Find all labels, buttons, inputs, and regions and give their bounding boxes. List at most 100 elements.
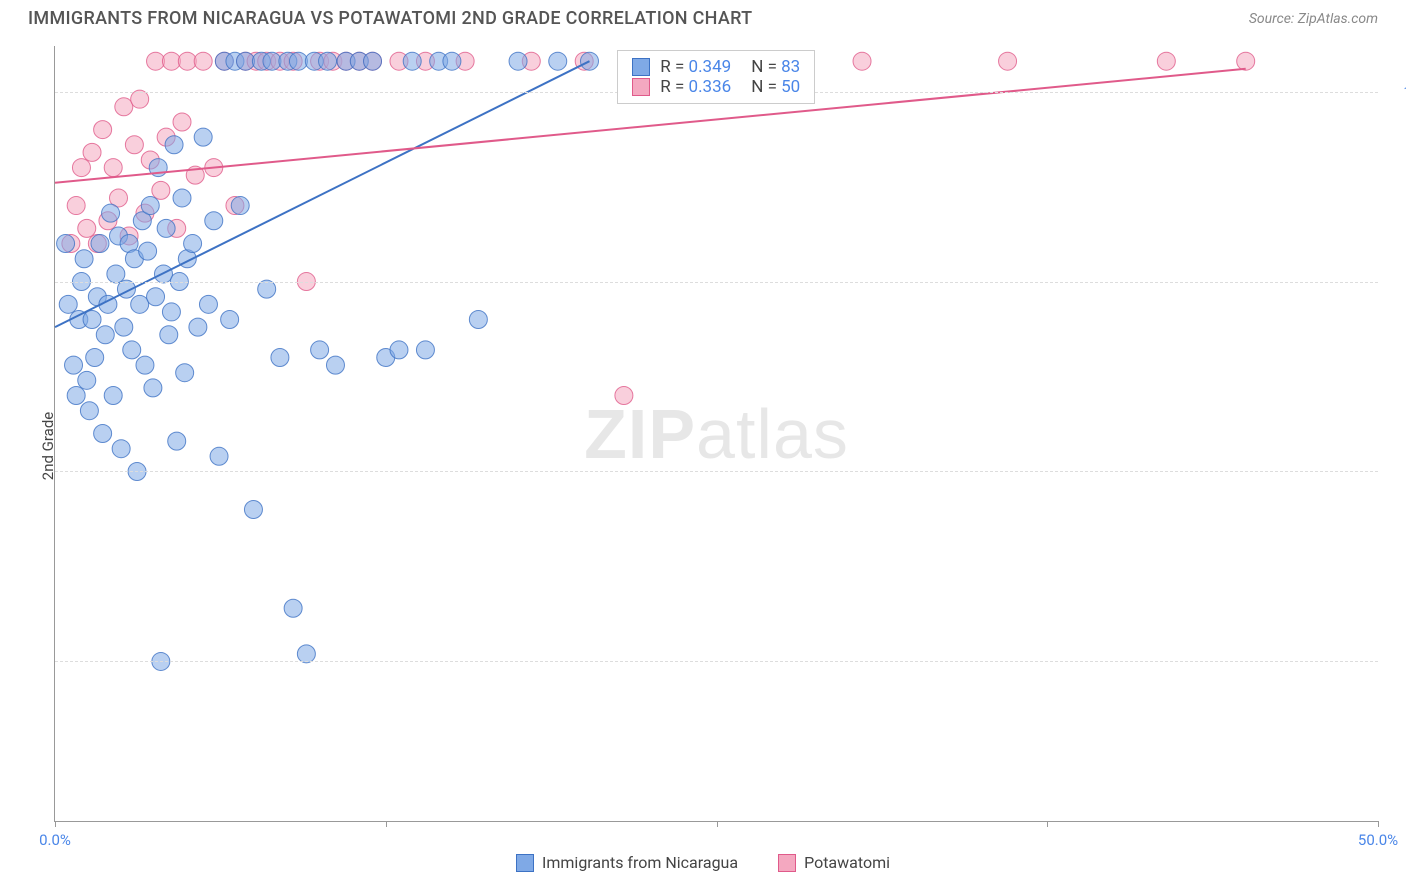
data-point xyxy=(297,645,315,663)
data-point xyxy=(131,90,149,108)
data-point xyxy=(390,341,408,359)
data-point xyxy=(162,52,180,70)
data-point xyxy=(403,52,421,70)
x-tick-label: 50.0% xyxy=(1358,831,1398,849)
data-point xyxy=(221,311,239,329)
r-label: R = 0.336 xyxy=(660,77,731,97)
source-attribution: Source: ZipAtlas.com xyxy=(1249,11,1378,27)
data-point xyxy=(141,197,159,215)
n-label: N = 50 xyxy=(751,77,800,97)
data-point xyxy=(258,280,276,298)
data-point xyxy=(549,52,567,70)
data-point xyxy=(271,349,289,367)
legend-swatch xyxy=(778,854,796,872)
data-point xyxy=(139,242,157,260)
data-point xyxy=(96,326,114,344)
data-point xyxy=(104,159,122,177)
x-tick xyxy=(717,821,718,827)
data-point xyxy=(123,341,141,359)
x-tick xyxy=(1378,821,1379,827)
data-point xyxy=(83,311,101,329)
chart-title: IMMIGRANTS FROM NICARAGUA VS POTAWATOMI … xyxy=(28,8,752,29)
data-point xyxy=(107,265,125,283)
data-point xyxy=(173,189,191,207)
data-point xyxy=(147,52,165,70)
data-point xyxy=(999,52,1017,70)
data-point xyxy=(205,212,223,230)
data-point xyxy=(144,379,162,397)
data-point xyxy=(173,113,191,131)
data-point xyxy=(244,500,262,518)
data-point xyxy=(59,295,77,313)
data-point xyxy=(104,387,122,405)
data-point xyxy=(125,136,143,154)
data-point xyxy=(416,341,434,359)
data-point xyxy=(152,181,170,199)
bottom-legend: Immigrants from Nicaragua Potawatomi xyxy=(0,853,1406,872)
data-point xyxy=(176,364,194,382)
data-point xyxy=(199,295,217,313)
data-point xyxy=(237,52,255,70)
data-point xyxy=(94,425,112,443)
stats-row: R = 0.349 N = 83 xyxy=(632,57,800,77)
data-point xyxy=(160,326,178,344)
gridline xyxy=(55,471,1378,472)
legend-item: Immigrants from Nicaragua xyxy=(516,853,738,872)
data-point xyxy=(112,440,130,458)
data-point xyxy=(364,52,382,70)
data-point xyxy=(115,318,133,336)
x-tick xyxy=(1047,821,1048,827)
data-point xyxy=(147,288,165,306)
data-point xyxy=(263,52,281,70)
data-point xyxy=(78,371,96,389)
data-point xyxy=(284,599,302,617)
r-label: R = 0.349 xyxy=(660,57,731,77)
data-point xyxy=(83,143,101,161)
legend-label: Potawatomi xyxy=(804,853,890,872)
series-swatch xyxy=(632,58,650,76)
data-point xyxy=(194,128,212,146)
data-point xyxy=(178,52,196,70)
data-point xyxy=(168,432,186,450)
stats-row: R = 0.336 N = 50 xyxy=(632,77,800,97)
data-point xyxy=(131,295,149,313)
data-point xyxy=(853,52,871,70)
series-swatch xyxy=(632,78,650,96)
data-point xyxy=(469,311,487,329)
data-point xyxy=(115,98,133,116)
data-point xyxy=(194,52,212,70)
data-point xyxy=(162,303,180,321)
data-point xyxy=(165,136,183,154)
data-point xyxy=(184,235,202,253)
stats-legend: R = 0.349 N = 83 R = 0.336 N = 50 xyxy=(617,50,815,104)
data-point xyxy=(78,219,96,237)
data-point xyxy=(91,235,109,253)
data-point xyxy=(72,159,90,177)
data-point xyxy=(319,52,337,70)
gridline xyxy=(55,282,1378,283)
scatter-plot-svg xyxy=(55,46,1378,821)
legend-swatch xyxy=(516,854,534,872)
data-point xyxy=(509,52,527,70)
data-point xyxy=(65,356,83,374)
data-point xyxy=(580,52,598,70)
data-point xyxy=(75,250,93,268)
n-label: N = 83 xyxy=(751,57,800,77)
data-point xyxy=(1237,52,1255,70)
data-point xyxy=(443,52,461,70)
data-point xyxy=(94,121,112,139)
legend-label: Immigrants from Nicaragua xyxy=(542,853,738,872)
data-point xyxy=(289,52,307,70)
data-point xyxy=(67,197,85,215)
gridline xyxy=(55,661,1378,662)
x-tick xyxy=(55,821,56,827)
chart-header: IMMIGRANTS FROM NICARAGUA VS POTAWATOMI … xyxy=(0,0,1406,37)
data-point xyxy=(189,318,207,336)
x-tick-label: 0.0% xyxy=(39,831,71,849)
data-point xyxy=(80,402,98,420)
data-point xyxy=(326,356,344,374)
data-point xyxy=(157,219,175,237)
data-point xyxy=(311,341,329,359)
legend-item: Potawatomi xyxy=(778,853,890,872)
data-point xyxy=(210,447,228,465)
